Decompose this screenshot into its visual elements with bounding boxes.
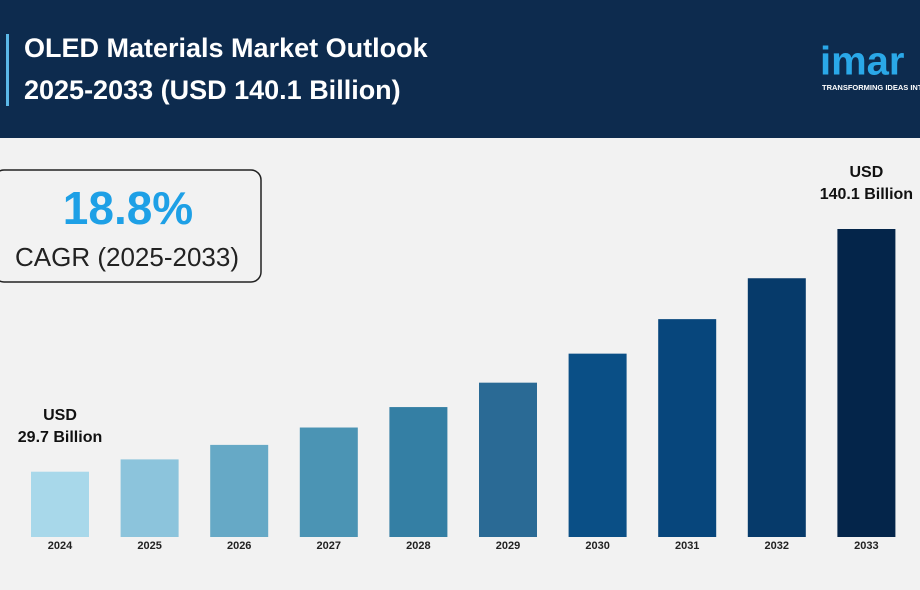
bar [479, 382, 537, 537]
bar [389, 407, 448, 537]
x-tick-label: 2032 [765, 540, 789, 552]
x-tick-label: 2027 [317, 540, 341, 552]
bar [120, 459, 179, 537]
bar [747, 278, 806, 537]
bar [299, 427, 358, 537]
title-accent [6, 34, 9, 106]
value-label: USD [850, 164, 884, 181]
x-tick-label: 2031 [675, 540, 699, 552]
bar [31, 471, 89, 537]
value-label: 29.7 Billion [18, 429, 102, 446]
title-line: 2025-2033 (USD 140.1 Billion) [24, 75, 401, 105]
bar [210, 444, 269, 537]
x-tick-label: 2033 [854, 540, 878, 552]
logo: imar [820, 40, 905, 84]
x-tick-label: 2030 [585, 540, 609, 552]
x-tick-label: 2028 [406, 540, 430, 552]
bar [568, 353, 627, 537]
tagline: TRANSFORMING IDEAS INTO [822, 83, 920, 92]
x-tick-label: 2025 [137, 540, 161, 552]
cagr-box [0, 169, 262, 283]
cagr-value: 18.8% [63, 182, 193, 234]
bar [837, 229, 896, 537]
header-band [0, 0, 920, 138]
value-label: USD [43, 407, 77, 424]
x-tick-label: 2029 [496, 540, 520, 552]
x-tick-label: 2024 [48, 540, 73, 552]
title-line: OLED Materials Market Outlook [24, 33, 429, 63]
value-label: 140.1 Billion [820, 186, 913, 203]
cagr-label: CAGR (2025-2033) [15, 242, 239, 272]
x-tick-label: 2026 [227, 540, 251, 552]
bar [658, 319, 717, 537]
